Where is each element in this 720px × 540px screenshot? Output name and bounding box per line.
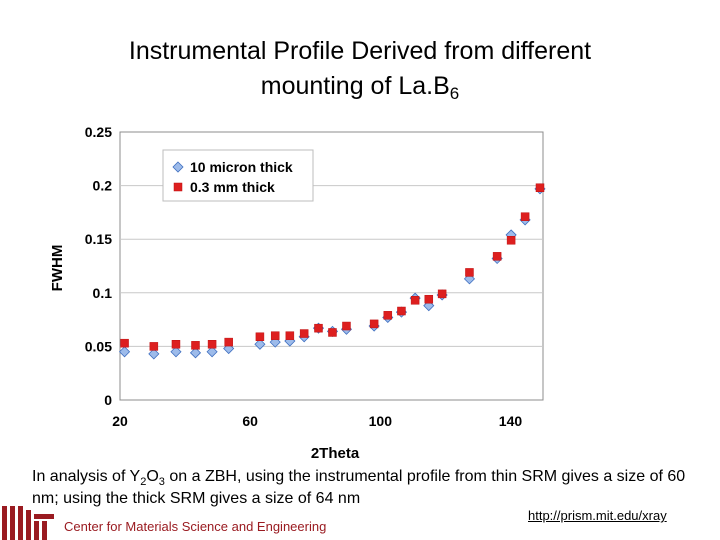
legend-box [162,149,314,202]
data-point-0.3-mm [424,294,434,304]
grid-lines [120,185,543,347]
data-point-10-micron [118,346,131,358]
data-point-0.3-mm [397,306,406,316]
y-tick-label: 0.1 [93,285,113,301]
logo-bar [10,506,15,540]
data-point-10-micron [189,347,202,359]
y-tick-label: 0.05 [85,338,112,354]
data-point-0.3-mm [520,212,530,221]
title-line-2-text: mounting of La.B [260,72,450,100]
y-tick-label: 0.25 [85,124,112,140]
data-point-10-micron [254,338,266,350]
slide-title: Instrumental Profile Derived from differ… [0,34,720,111]
caption-text-3: on a ZBH, using the instrumental profile… [32,468,686,507]
title-line-2: mounting of La.B6 [0,69,720,111]
fwhm-scatter-chart: 0 0.05 0.1 0.15 0.2 0.25 20 60 100 140 FWHM 2The… [49,124,546,462]
data-point-0.3-mm [465,268,474,277]
data-point-0.3-mm [506,236,516,245]
data-point-10-micron [206,346,218,358]
legend-marker [172,161,184,173]
data-points [118,183,546,360]
caption-sub-2: 3 [158,476,165,489]
data-point-0.3-mm [270,331,280,340]
y-tick-labels: 0 0.05 0.1 0.15 0.2 0.25 [85,124,112,408]
legend-label: 10 micron thick [190,159,293,175]
caption: In analysis of Y2O3 on a ZBH, using the … [32,466,692,510]
caption-sub-1: 2 [140,476,147,489]
y-axis-label: FWHM [49,245,66,292]
x-tick-label: 20 [112,413,128,429]
footer-url-link[interactable]: http://prism.mit.edu/xray [528,508,667,523]
logo-bar [34,514,54,519]
data-point-0.3-mm [492,252,502,261]
data-point-0.3-mm [207,340,217,349]
logo-bar [26,510,31,540]
y-tick-label: 0.15 [85,231,112,247]
data-point-0.3-mm [120,338,129,348]
data-point-0.3-mm [383,311,393,320]
data-point-0.3-mm [224,337,233,347]
data-point-10-micron [170,346,182,358]
title-subscript: 6 [449,84,460,103]
data-point-0.3-mm [285,331,295,340]
data-point-0.3-mm [191,341,200,350]
caption-text-1: In analysis of Y [32,468,141,485]
caption-text-2: O [146,468,159,485]
legend: 10 micron thick 0.3 mm thick [162,149,314,202]
x-tick-label: 140 [499,413,523,429]
data-point-0.3-mm [342,321,351,331]
legend-marker [173,182,183,192]
x-axis-label: 2Theta [311,445,360,462]
x-tick-label: 100 [369,413,393,429]
org-name: Center for Materials Science and Enginee… [64,519,327,534]
logo-bar [18,506,23,540]
y-tick-label: 0.2 [93,178,113,194]
logo-bar [34,521,39,540]
data-point-0.3-mm [535,183,545,192]
legend-label: 0.3 mm thick [190,179,275,195]
x-tick-label: 60 [242,413,258,429]
data-point-0.3-mm [299,329,309,338]
data-point-0.3-mm [255,332,265,342]
data-point-10-micron [148,348,160,360]
title-line-1: Instrumental Profile Derived from differ… [128,37,592,65]
y-tick-label: 0 [104,392,112,408]
data-point-0.3-mm [328,328,337,337]
data-point-0.3-mm [314,323,323,333]
mit-logo [2,506,54,540]
data-point-0.3-mm [149,342,159,351]
data-point-0.3-mm [171,340,181,349]
data-point-0.3-mm [437,289,447,299]
data-point-0.3-mm [369,319,379,329]
data-point-0.3-mm [410,296,420,305]
logo-bar [42,521,47,540]
x-tick-labels: 20 60 100 140 [112,413,522,429]
logo-bar [2,506,7,540]
